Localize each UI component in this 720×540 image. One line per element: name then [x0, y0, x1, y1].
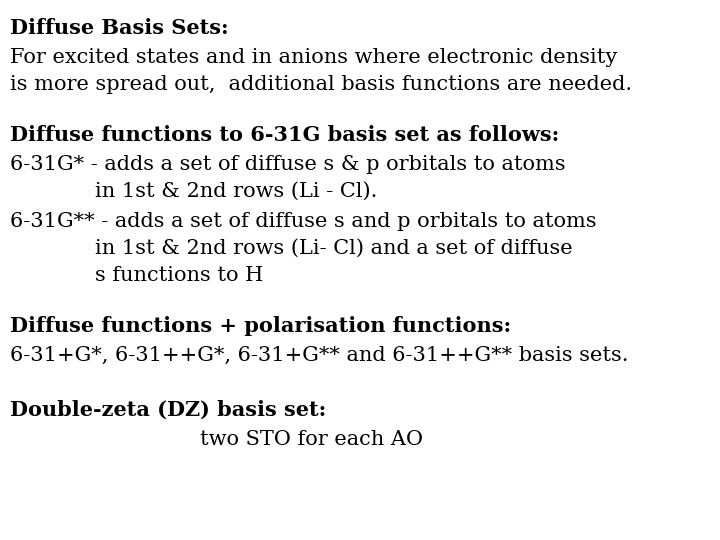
Text: Diffuse functions to 6-31G basis set as follows:: Diffuse functions to 6-31G basis set as …	[10, 125, 559, 145]
Text: 6-31G* - adds a set of diffuse s & p orbitals to atoms: 6-31G* - adds a set of diffuse s & p orb…	[10, 155, 566, 174]
Text: 6-31G** - adds a set of diffuse s and p orbitals to atoms: 6-31G** - adds a set of diffuse s and p …	[10, 212, 597, 231]
Text: 6-31+G*, 6-31++G*, 6-31+G** and 6-31++G** basis sets.: 6-31+G*, 6-31++G*, 6-31+G** and 6-31++G*…	[10, 346, 629, 365]
Text: in 1st & 2nd rows (Li - Cl).: in 1st & 2nd rows (Li - Cl).	[95, 182, 377, 201]
Text: Diffuse functions + polarisation functions:: Diffuse functions + polarisation functio…	[10, 316, 511, 336]
Text: is more spread out,  additional basis functions are needed.: is more spread out, additional basis fun…	[10, 75, 632, 94]
Text: in 1st & 2nd rows (Li- Cl) and a set of diffuse: in 1st & 2nd rows (Li- Cl) and a set of …	[95, 239, 572, 258]
Text: Diffuse Basis Sets:: Diffuse Basis Sets:	[10, 18, 229, 38]
Text: two STO for each AO: two STO for each AO	[200, 430, 423, 449]
Text: s functions to H: s functions to H	[95, 266, 264, 285]
Text: Double-zeta (DZ) basis set:: Double-zeta (DZ) basis set:	[10, 400, 326, 420]
Text: For excited states and in anions where electronic density: For excited states and in anions where e…	[10, 48, 617, 67]
